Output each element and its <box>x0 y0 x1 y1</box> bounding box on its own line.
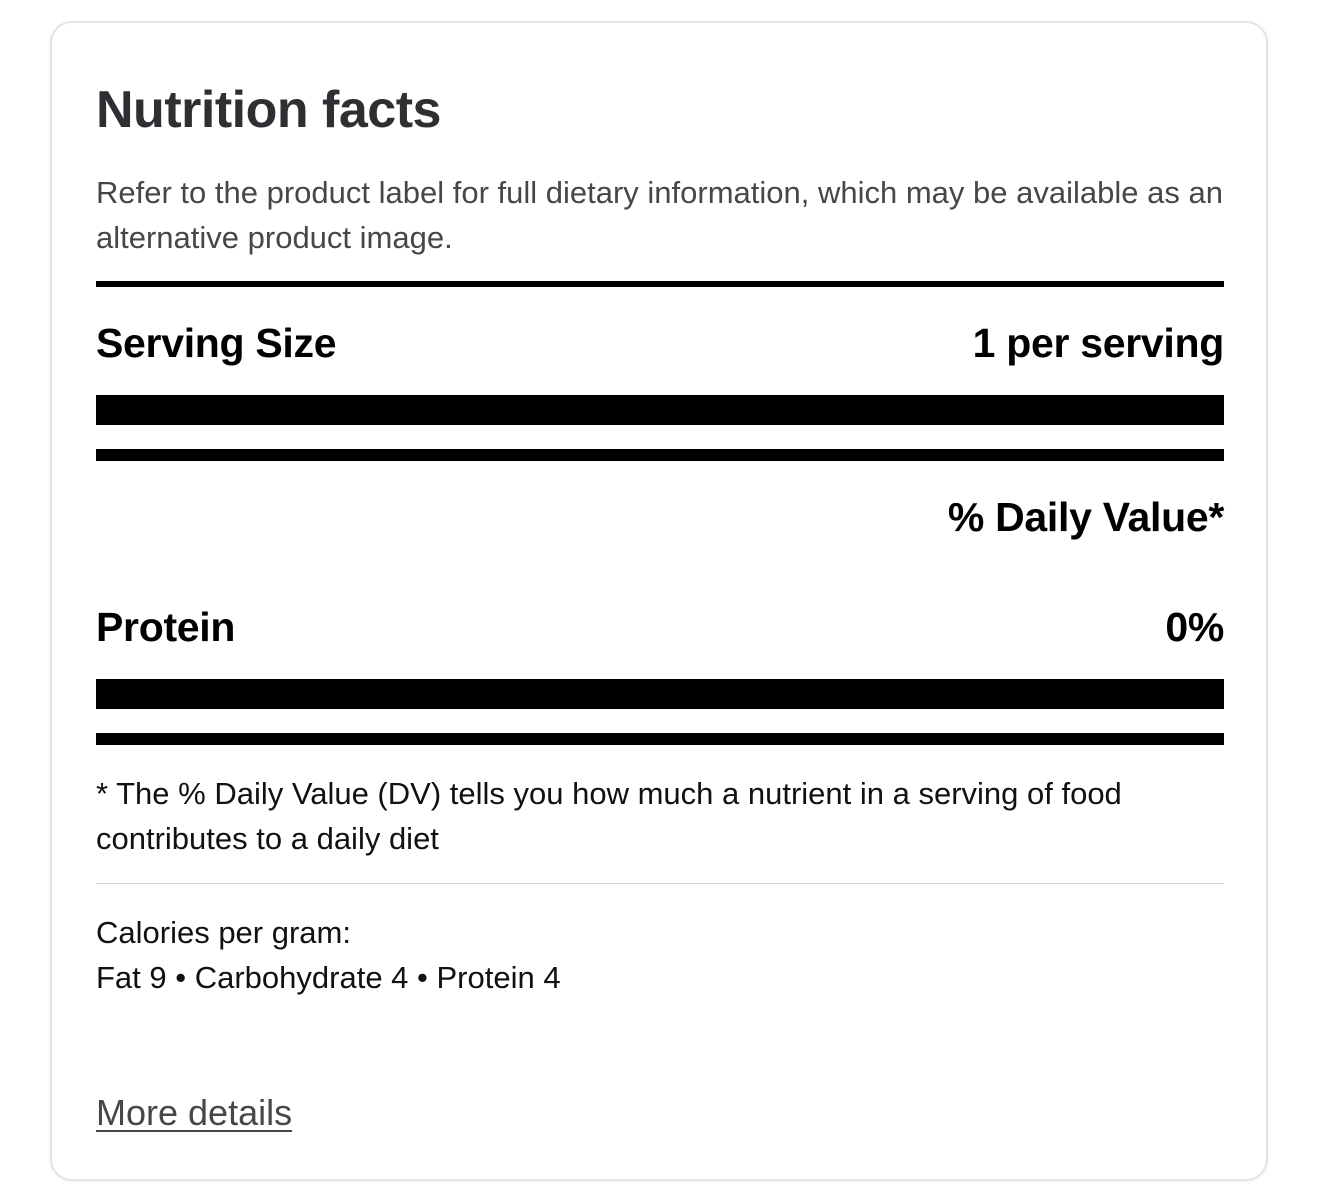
nutrient-value-protein: 0% <box>1165 604 1224 650</box>
daily-value-header: % Daily Value* <box>947 494 1224 540</box>
calories-per-gram-values: Fat 9 • Carbohydrate 4 • Protein 4 <box>96 960 561 995</box>
panel-subtitle: Refer to the product label for full diet… <box>96 175 1223 255</box>
divider-top <box>96 281 1224 287</box>
panel-title: Nutrition facts <box>96 81 441 139</box>
more-details-link[interactable]: More details <box>96 1092 293 1133</box>
divider-medium <box>96 733 1224 745</box>
nutrient-label-protein: Protein <box>96 604 236 650</box>
serving-size-label: Serving Size <box>96 320 337 366</box>
serving-size-value: 1 per serving <box>972 320 1225 366</box>
daily-value-footnote: * The % Daily Value (DV) tells you how m… <box>96 776 1122 856</box>
calories-per-gram-title: Calories per gram: <box>96 915 351 950</box>
divider-hairline <box>96 883 1224 884</box>
nutrition-facts-card <box>50 21 1268 1181</box>
divider-thick <box>96 395 1224 425</box>
divider-thick <box>96 679 1224 709</box>
divider-medium <box>96 449 1224 461</box>
